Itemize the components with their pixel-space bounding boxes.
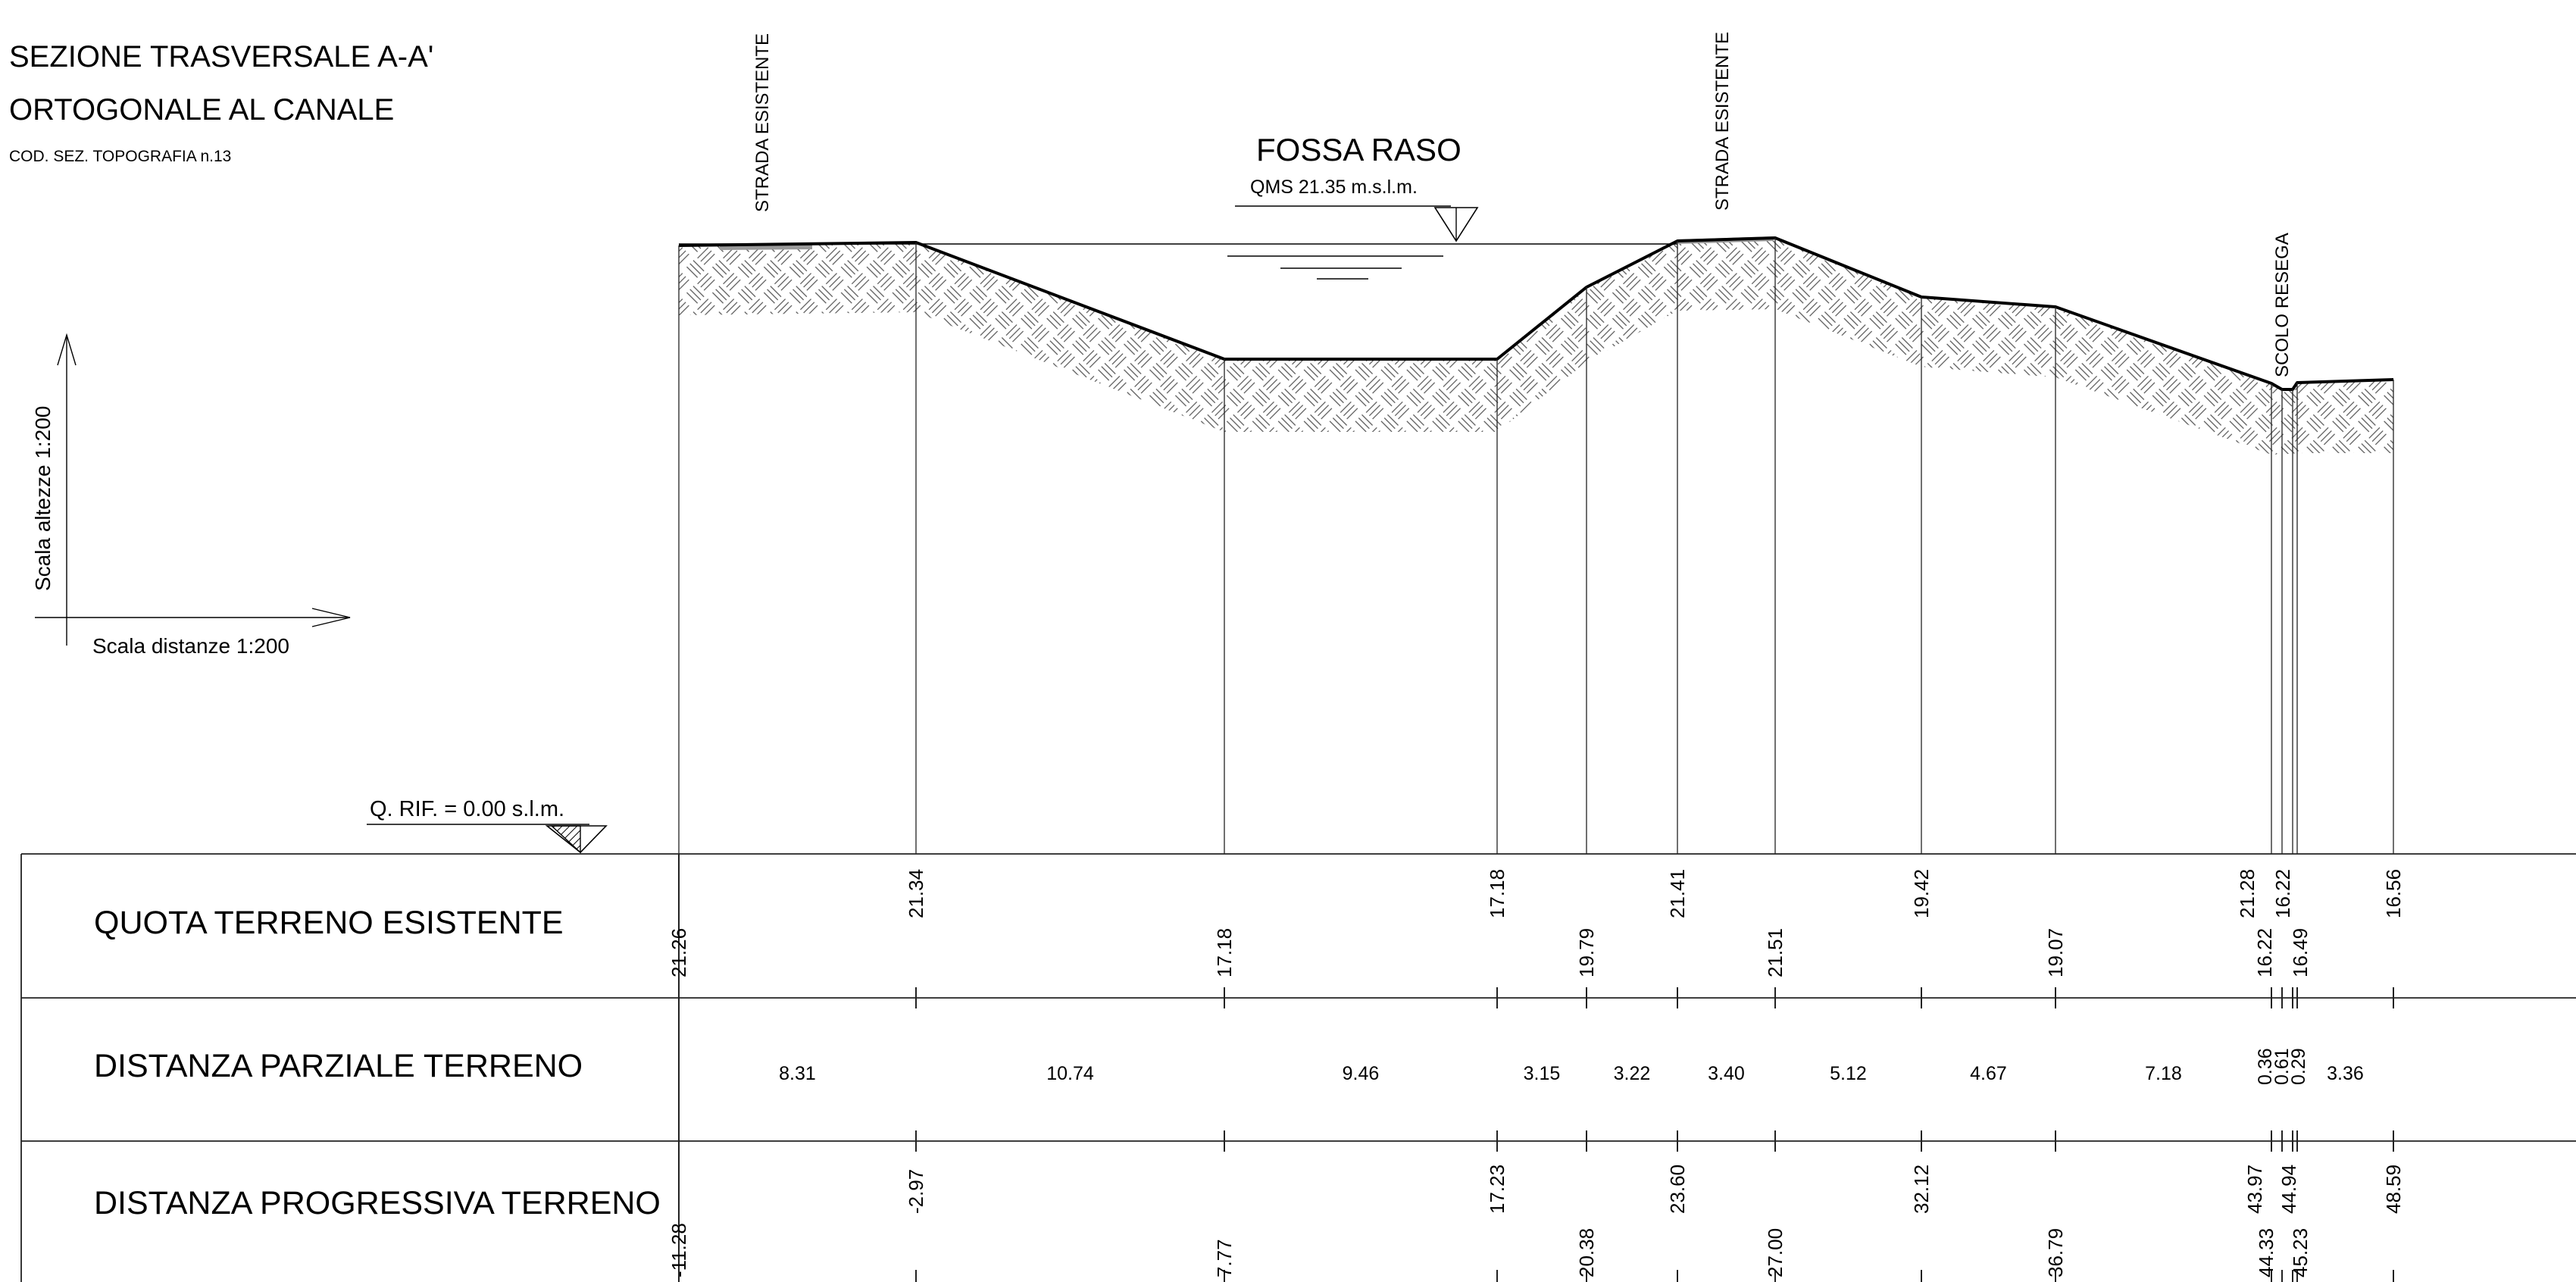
scale-horizontal-label: Scala distanze 1:200 [92, 634, 289, 658]
reference-level-label: Q. RIF. = 0.00 s.l.m. [370, 797, 564, 821]
ground-profile [678, 236, 2394, 391]
ditch-label: FOSSA RASO [1256, 132, 1462, 167]
partial-distance-value: 3.36 [2327, 1063, 2364, 1084]
progressive-distance-value: 43.97 [2243, 1165, 2266, 1214]
quota-values: 21.26 21.34 17.18 17.18 19.79 21.41 21.51 19.42… [667, 869, 2405, 977]
progressive-distance-value: 23.60 [1666, 1165, 1689, 1214]
partial-distance-value: 0.29 [2288, 1048, 2309, 1085]
soil-hatch [679, 238, 2393, 455]
road-right-label: STRADA ESISTENTE [1712, 32, 1733, 211]
row-label-quota: QUOTA TERRENO ESISTENTE [94, 905, 564, 941]
drain-label: SCOLO RESEGA [2272, 233, 2293, 377]
progressive-distance-value: 7.77 [1213, 1239, 1236, 1277]
partial-distance-value: 0.61 [2271, 1048, 2293, 1085]
progressive-distance-value: 48.59 [2382, 1165, 2405, 1214]
quota-value: 19.07 [2044, 928, 2067, 977]
quota-value: 17.18 [1486, 869, 1508, 918]
partial-distance-value: 3.15 [1524, 1063, 1561, 1084]
progressive-distance-value: 32.12 [1910, 1165, 1933, 1214]
station-lines [678, 238, 2394, 1282]
quota-value: 16.56 [2382, 869, 2405, 918]
partial-distance-values: 8.31 10.74 9.46 3.15 3.22 3.40 5.12 4.67 7.18 0.3… [779, 1048, 2364, 1085]
quota-value: 19.42 [1910, 869, 1933, 918]
road-left-pavement [719, 245, 813, 250]
quota-value: 16.22 [2271, 869, 2294, 918]
section-code: COD. SEZ. TOPOGRAFIA n.13 [9, 148, 231, 165]
road-left-label: STRADA ESISTENTE [752, 33, 773, 212]
progressive-distance-value: 45.23 [2289, 1228, 2312, 1277]
partial-distance-value: 8.31 [779, 1063, 816, 1084]
progressive-distance-value: 44.33 [2255, 1228, 2277, 1277]
progressive-distance-value: 20.38 [1575, 1228, 1598, 1277]
partial-distance-value: 10.74 [1046, 1063, 1094, 1084]
progressive-distance-values: -11.28 -2.97 7.77 17.23 20.38 23.60 27.00 32.12… [667, 1165, 2405, 1277]
quota-value: 21.51 [1764, 928, 1787, 977]
row-label-progressiva: DISTANZA PROGRESSIVA TERRENO [94, 1185, 661, 1221]
data-table-grid [20, 853, 2576, 1282]
row-label-parziale: DISTANZA PARZIALE TERRENO [94, 1048, 583, 1084]
partial-distance-value: 4.67 [1970, 1063, 2007, 1084]
scale-indicator: Scala altezze 1:200 Scala distanze 1:200 [31, 333, 351, 658]
progressive-distance-value: 36.79 [2044, 1228, 2067, 1277]
reference-level-marker: Q. RIF. = 0.00 s.l.m. [367, 797, 608, 854]
progressive-distance-value: 27.00 [1764, 1228, 1787, 1277]
scale-vertical-label: Scala altezze 1:200 [31, 406, 55, 591]
partial-distance-value: 9.46 [1343, 1063, 1380, 1084]
progressive-distance-value: 17.23 [1486, 1165, 1508, 1214]
quota-value: 16.49 [2289, 928, 2312, 977]
partial-distance-value: 7.18 [2145, 1063, 2182, 1084]
water-level-label: QMS 21.35 m.s.l.m. [1250, 177, 1418, 198]
title-line1: SEZIONE TRASVERSALE A-A' [9, 40, 433, 73]
progressive-distance-value: -11.28 [667, 1223, 690, 1277]
progressive-distance-value: 44.94 [2277, 1165, 2300, 1214]
partial-distance-value: 3.22 [1614, 1063, 1651, 1084]
quota-value: 17.18 [1213, 928, 1236, 977]
quota-value: 21.28 [2236, 869, 2259, 918]
quota-value: 16.22 [2253, 928, 2276, 977]
partial-distance-value: 3.40 [1708, 1063, 1745, 1084]
quota-value: 19.79 [1575, 928, 1598, 977]
partial-distance-value: 0.36 [2255, 1048, 2276, 1085]
partial-distance-value: 5.12 [1830, 1063, 1867, 1084]
quota-value: 21.34 [905, 869, 927, 918]
progressive-distance-value: -2.97 [905, 1169, 927, 1214]
quota-value: 21.26 [667, 928, 690, 977]
title-line2: ORTOGONALE AL CANALE [9, 93, 394, 127]
quota-value: 21.41 [1666, 869, 1689, 918]
